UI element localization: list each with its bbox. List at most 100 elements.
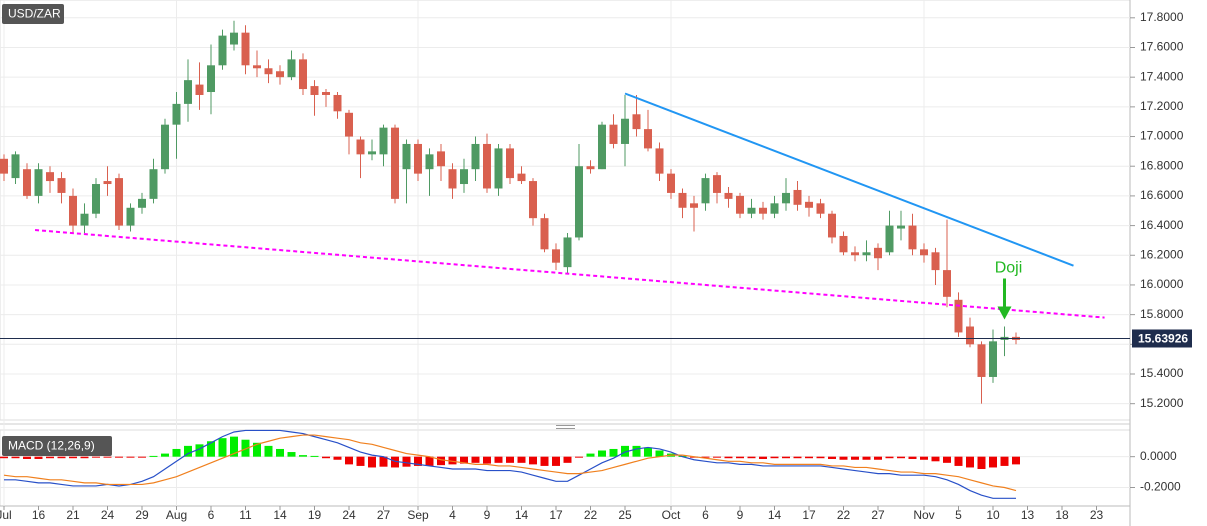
candle-body xyxy=(299,59,307,90)
histogram-bar xyxy=(34,456,43,459)
macd-title: MACD (12,26,9) xyxy=(8,439,95,453)
histogram-bar xyxy=(92,456,100,458)
candle-body xyxy=(713,175,721,193)
candle-body xyxy=(931,252,940,271)
y-tick-label: 17.0000 xyxy=(1140,129,1184,143)
candle-body xyxy=(184,80,192,104)
main-panel xyxy=(0,0,1131,421)
candle-body xyxy=(954,299,963,333)
histogram-bar xyxy=(529,456,537,465)
candle-body xyxy=(851,252,859,256)
x-tick-label: 25 xyxy=(618,508,632,522)
histogram-bar xyxy=(414,456,422,466)
x-tick-label: 22 xyxy=(837,508,851,522)
histogram-bar xyxy=(931,456,940,462)
candle-body xyxy=(57,178,66,193)
x-tick-label: Aug xyxy=(166,508,187,522)
histogram-bar xyxy=(552,456,560,466)
x-tick-label: 18 xyxy=(1055,508,1069,522)
histogram-bar xyxy=(184,445,192,457)
x-tick-label: 4 xyxy=(449,508,456,522)
histogram-bar xyxy=(460,456,468,464)
candle-body xyxy=(920,249,928,256)
histogram-bar xyxy=(977,456,986,470)
candle-body xyxy=(34,169,43,196)
last-price-box xyxy=(1132,329,1192,348)
histogram-bar xyxy=(805,456,813,459)
x-tick-label: Jul xyxy=(0,508,12,522)
candle-body xyxy=(540,218,549,250)
x-tick-label: 10 xyxy=(986,508,1000,522)
x-tick-label: 14 xyxy=(273,508,287,522)
histogram-bar xyxy=(241,439,250,457)
candle-body xyxy=(356,139,365,155)
candle-body xyxy=(276,71,284,78)
x-tick-label: Sep xyxy=(407,508,429,522)
candle-body xyxy=(138,198,146,208)
histogram-bar xyxy=(172,448,181,457)
candle-body xyxy=(391,127,399,199)
y-tick-label: 15.8000 xyxy=(1140,307,1184,321)
histogram-bar xyxy=(885,456,894,459)
histogram-bar xyxy=(103,456,112,458)
x-tick-label: 6 xyxy=(702,508,709,522)
candle-body xyxy=(724,192,733,199)
histogram-bar xyxy=(908,456,917,459)
candle-body xyxy=(103,181,112,185)
candle-body xyxy=(529,181,537,219)
candle-body xyxy=(678,192,687,208)
histogram-bar xyxy=(126,456,135,458)
histogram-bar xyxy=(195,444,204,457)
histogram-bar xyxy=(356,456,365,466)
x-tick-label: 29 xyxy=(135,508,149,522)
x-tick-label: 21 xyxy=(66,508,80,522)
candle-body xyxy=(736,195,744,214)
candle-body xyxy=(621,118,629,144)
histogram-bar xyxy=(701,456,710,458)
y-tick-label: 17.6000 xyxy=(1140,40,1184,54)
x-tick-label: 11 xyxy=(239,508,252,522)
trendline xyxy=(624,92,1074,267)
histogram-bar xyxy=(1000,456,1009,466)
histogram-bar xyxy=(437,456,445,466)
candle-body xyxy=(172,103,181,125)
candle-body xyxy=(368,151,376,155)
y-tick-label: 15.2000 xyxy=(1140,396,1184,410)
histogram-bar xyxy=(11,456,20,459)
candle-body xyxy=(759,207,767,214)
candle-body xyxy=(230,32,238,45)
candle-body xyxy=(0,158,8,174)
x-tick-label: 9 xyxy=(484,508,491,522)
x-tick-label: 19 xyxy=(308,508,322,522)
candle-body xyxy=(310,86,319,95)
histogram-bar xyxy=(322,456,330,459)
histogram-bar xyxy=(575,456,583,458)
histogram-bar xyxy=(920,456,928,460)
marks xyxy=(0,20,1130,499)
candle-body xyxy=(690,203,698,208)
histogram-bar xyxy=(115,456,123,458)
y-tick-label: 16.4000 xyxy=(1140,218,1184,232)
y-tick-label: 17.8000 xyxy=(1140,10,1184,24)
candle-body xyxy=(195,84,204,95)
x-tick-label: 17 xyxy=(802,508,816,522)
candle-body xyxy=(747,207,756,214)
histogram-bar xyxy=(828,456,836,459)
candle-body xyxy=(862,252,871,256)
x-tick-label: 6 xyxy=(208,508,215,522)
candle-body xyxy=(287,59,296,78)
candle-body xyxy=(80,213,89,226)
candle-body xyxy=(598,124,606,170)
candle-body xyxy=(264,68,273,75)
candle-body xyxy=(977,344,986,377)
annotation-arrowhead xyxy=(997,306,1012,320)
histogram-bar xyxy=(0,456,8,459)
candle-body xyxy=(92,184,100,214)
candle-body xyxy=(379,127,388,155)
candle-body xyxy=(322,92,330,95)
histogram-bar xyxy=(655,450,664,457)
histogram-bar xyxy=(621,445,629,457)
candle-body xyxy=(839,235,848,253)
histogram-bar xyxy=(517,456,526,463)
candle-body xyxy=(414,143,422,174)
